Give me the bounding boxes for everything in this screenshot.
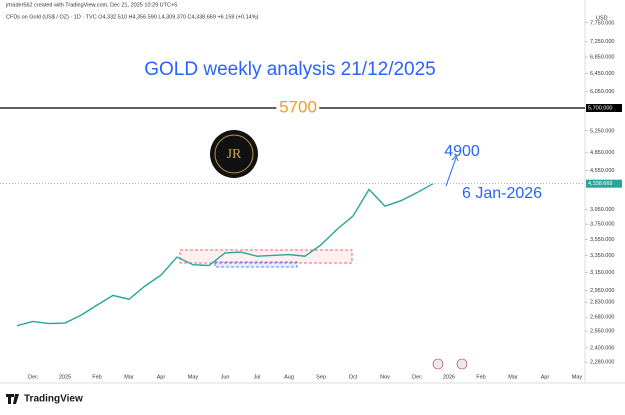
footer-text: TradingView <box>24 394 83 405</box>
x-tick-label: Jul <box>253 374 260 380</box>
x-tick-label: Feb <box>92 374 101 380</box>
symbol-line: CFDs on Gold (US$ / OZ) · 1D · TVC O4,33… <box>6 14 259 20</box>
x-tick-label: May <box>188 374 199 380</box>
event-icon <box>456 358 468 370</box>
x-tick-label: Apr <box>541 374 550 380</box>
x-tick-label: Feb <box>476 374 485 380</box>
logo-text: JR <box>227 147 242 162</box>
y-tick-label: 7,750.000 <box>590 20 614 26</box>
x-tick-label: 2026 <box>443 374 455 380</box>
x-tick-label: May <box>572 374 583 380</box>
level-label: 5,700.000 <box>588 105 612 111</box>
x-tick-label: Dec <box>412 374 422 380</box>
currency: USD <box>596 15 608 21</box>
x-tick-label: Nov <box>380 374 390 380</box>
x-tick-label: Sep <box>316 374 326 380</box>
y-tick-label: 2,550.000 <box>590 329 614 335</box>
y-tick-label: 3,350.000 <box>590 253 614 259</box>
event-icon <box>432 358 444 370</box>
footer-logo <box>6 394 19 404</box>
level-box <box>586 104 622 113</box>
level-text: 5700 <box>279 97 317 116</box>
price-box <box>586 179 622 188</box>
y-tick-label: 3,550.000 <box>590 237 614 243</box>
y-tick-label: 3,750.000 <box>590 222 614 228</box>
target-text: 4900 <box>444 143 480 160</box>
logo-ring <box>214 134 254 174</box>
y-tick-label: 6,450.000 <box>590 71 614 77</box>
y-tick-label: 5,250.000 <box>590 128 614 134</box>
y-tick-label: 2,950.000 <box>590 288 614 294</box>
x-tick-label: Dec <box>28 374 38 380</box>
logo <box>210 130 258 178</box>
date-text: 6 Jan-2026 <box>462 185 542 202</box>
y-tick-label: 2,830.000 <box>590 300 614 306</box>
x-tick-label: 2025 <box>59 374 71 380</box>
price-line-series <box>16 183 434 327</box>
arrow <box>445 157 457 187</box>
x-tick-label: Apr <box>157 374 166 380</box>
range-box <box>179 249 353 264</box>
x-tick-label: Jun <box>221 374 230 380</box>
x-tick-label: Aug <box>284 374 294 380</box>
y-tick-label: 4,550.000 <box>590 168 614 174</box>
y-tick-label: 3,150.000 <box>590 270 614 276</box>
x-tick-label: Oct <box>349 374 358 380</box>
y-tick-label: 6,850.000 <box>590 54 614 60</box>
range-box <box>214 261 298 268</box>
y-tick-label: 2,280.000 <box>590 360 614 366</box>
y-tick-label: 4,850.000 <box>590 150 614 156</box>
y-tick-label: 2,400.000 <box>590 345 614 351</box>
y-tick-label: 7,250.000 <box>590 39 614 45</box>
y-tick-label: 3,950.000 <box>590 207 614 213</box>
y-tick-label: 2,680.000 <box>590 315 614 321</box>
y-tick-label: 6,050.000 <box>590 89 614 95</box>
header: jrtrader562 created with TradingView.com… <box>5 2 177 8</box>
x-tick-label: Mar <box>508 374 518 380</box>
price-label: 4,338.669 <box>588 181 612 187</box>
title: GOLD weekly analysis 21/12/2025 <box>144 59 436 80</box>
x-tick-label: Mar <box>124 374 134 380</box>
arrow-head <box>451 155 459 162</box>
footer-bar <box>0 388 625 410</box>
